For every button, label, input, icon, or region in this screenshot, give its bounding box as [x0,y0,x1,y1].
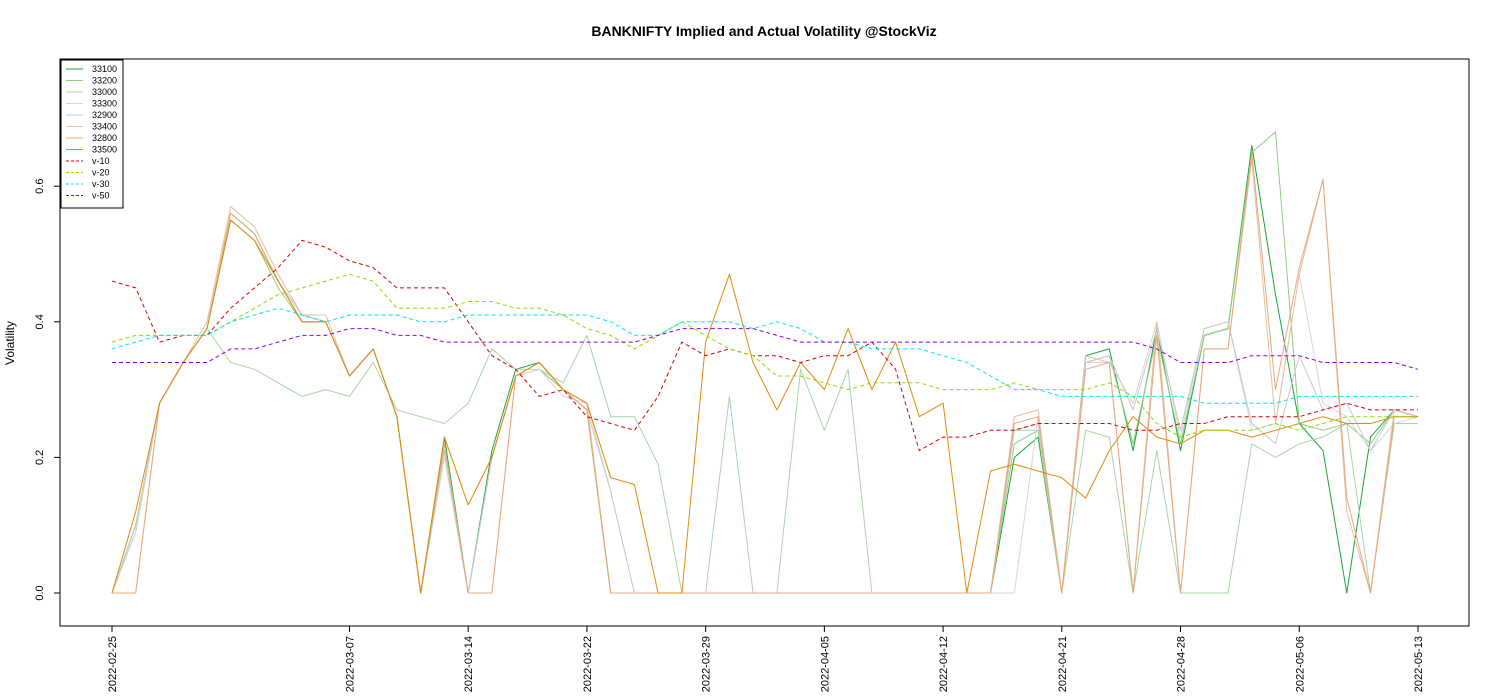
legend-box [60,59,124,209]
legend-label: 33100 [92,64,117,74]
series-line-v-10 [111,239,1418,452]
series-line-33400 [112,158,1419,594]
x-tick-label: 2022-03-29 [701,636,713,692]
x-tick-label: 2022-04-12 [938,636,950,692]
series-line-33500 [111,219,1418,594]
legend-label: v-20 [92,168,110,178]
series-line-v-20 [111,273,1418,438]
x-tick-label: 2022-05-13 [1413,636,1425,692]
y-tick-label: 0.6 [34,179,46,194]
x-tick-label: 2022-02-25 [107,636,119,692]
legend-label: 33500 [92,145,117,155]
legend-label: 33300 [92,99,117,109]
series-line-33100 [111,145,1419,594]
x-tick-label: 2022-03-22 [582,636,594,692]
legend-label: v-30 [92,179,110,189]
series-line-v-30 [111,307,1418,404]
plot-frame [59,58,1470,627]
x-tick-label: 2022-04-21 [1057,636,1069,692]
series-line-32800 [112,151,1418,594]
legend-label: 33200 [92,76,117,86]
chart-title: BANKNIFTY Implied and Actual Volatility … [591,23,936,39]
y-axis-label: Volatility [3,321,17,365]
x-tick-label: 2022-03-14 [463,636,475,692]
legend-label: v-10 [92,156,110,166]
x-tick-label: 2022-05-06 [1294,636,1306,692]
legend-label: 33000 [92,87,117,97]
series-lines [111,131,1419,594]
y-tick-label: 0.0 [34,585,46,600]
legend-label: 32800 [92,133,117,143]
x-tick-label: 2022-04-05 [819,636,831,692]
x-tick-label: 2022-04-28 [1176,636,1188,692]
y-tick-label: 0.2 [34,450,46,465]
legend-label: 32900 [92,110,117,120]
y-axis: 0.0 0.2 0.4 0.6 [34,179,60,601]
legend-label: v-50 [92,191,110,201]
series-line-33200 [111,131,1419,594]
x-tick-label: 2022-03-07 [344,636,356,692]
legend-label: 33400 [92,122,117,132]
y-tick-label: 0.4 [34,314,46,329]
series-line-32900 [111,219,1419,594]
series-line-33000 [111,328,1418,594]
x-axis: 2022-02-25 2022-03-07 2022-03-14 2022-03-22… [107,626,1425,692]
